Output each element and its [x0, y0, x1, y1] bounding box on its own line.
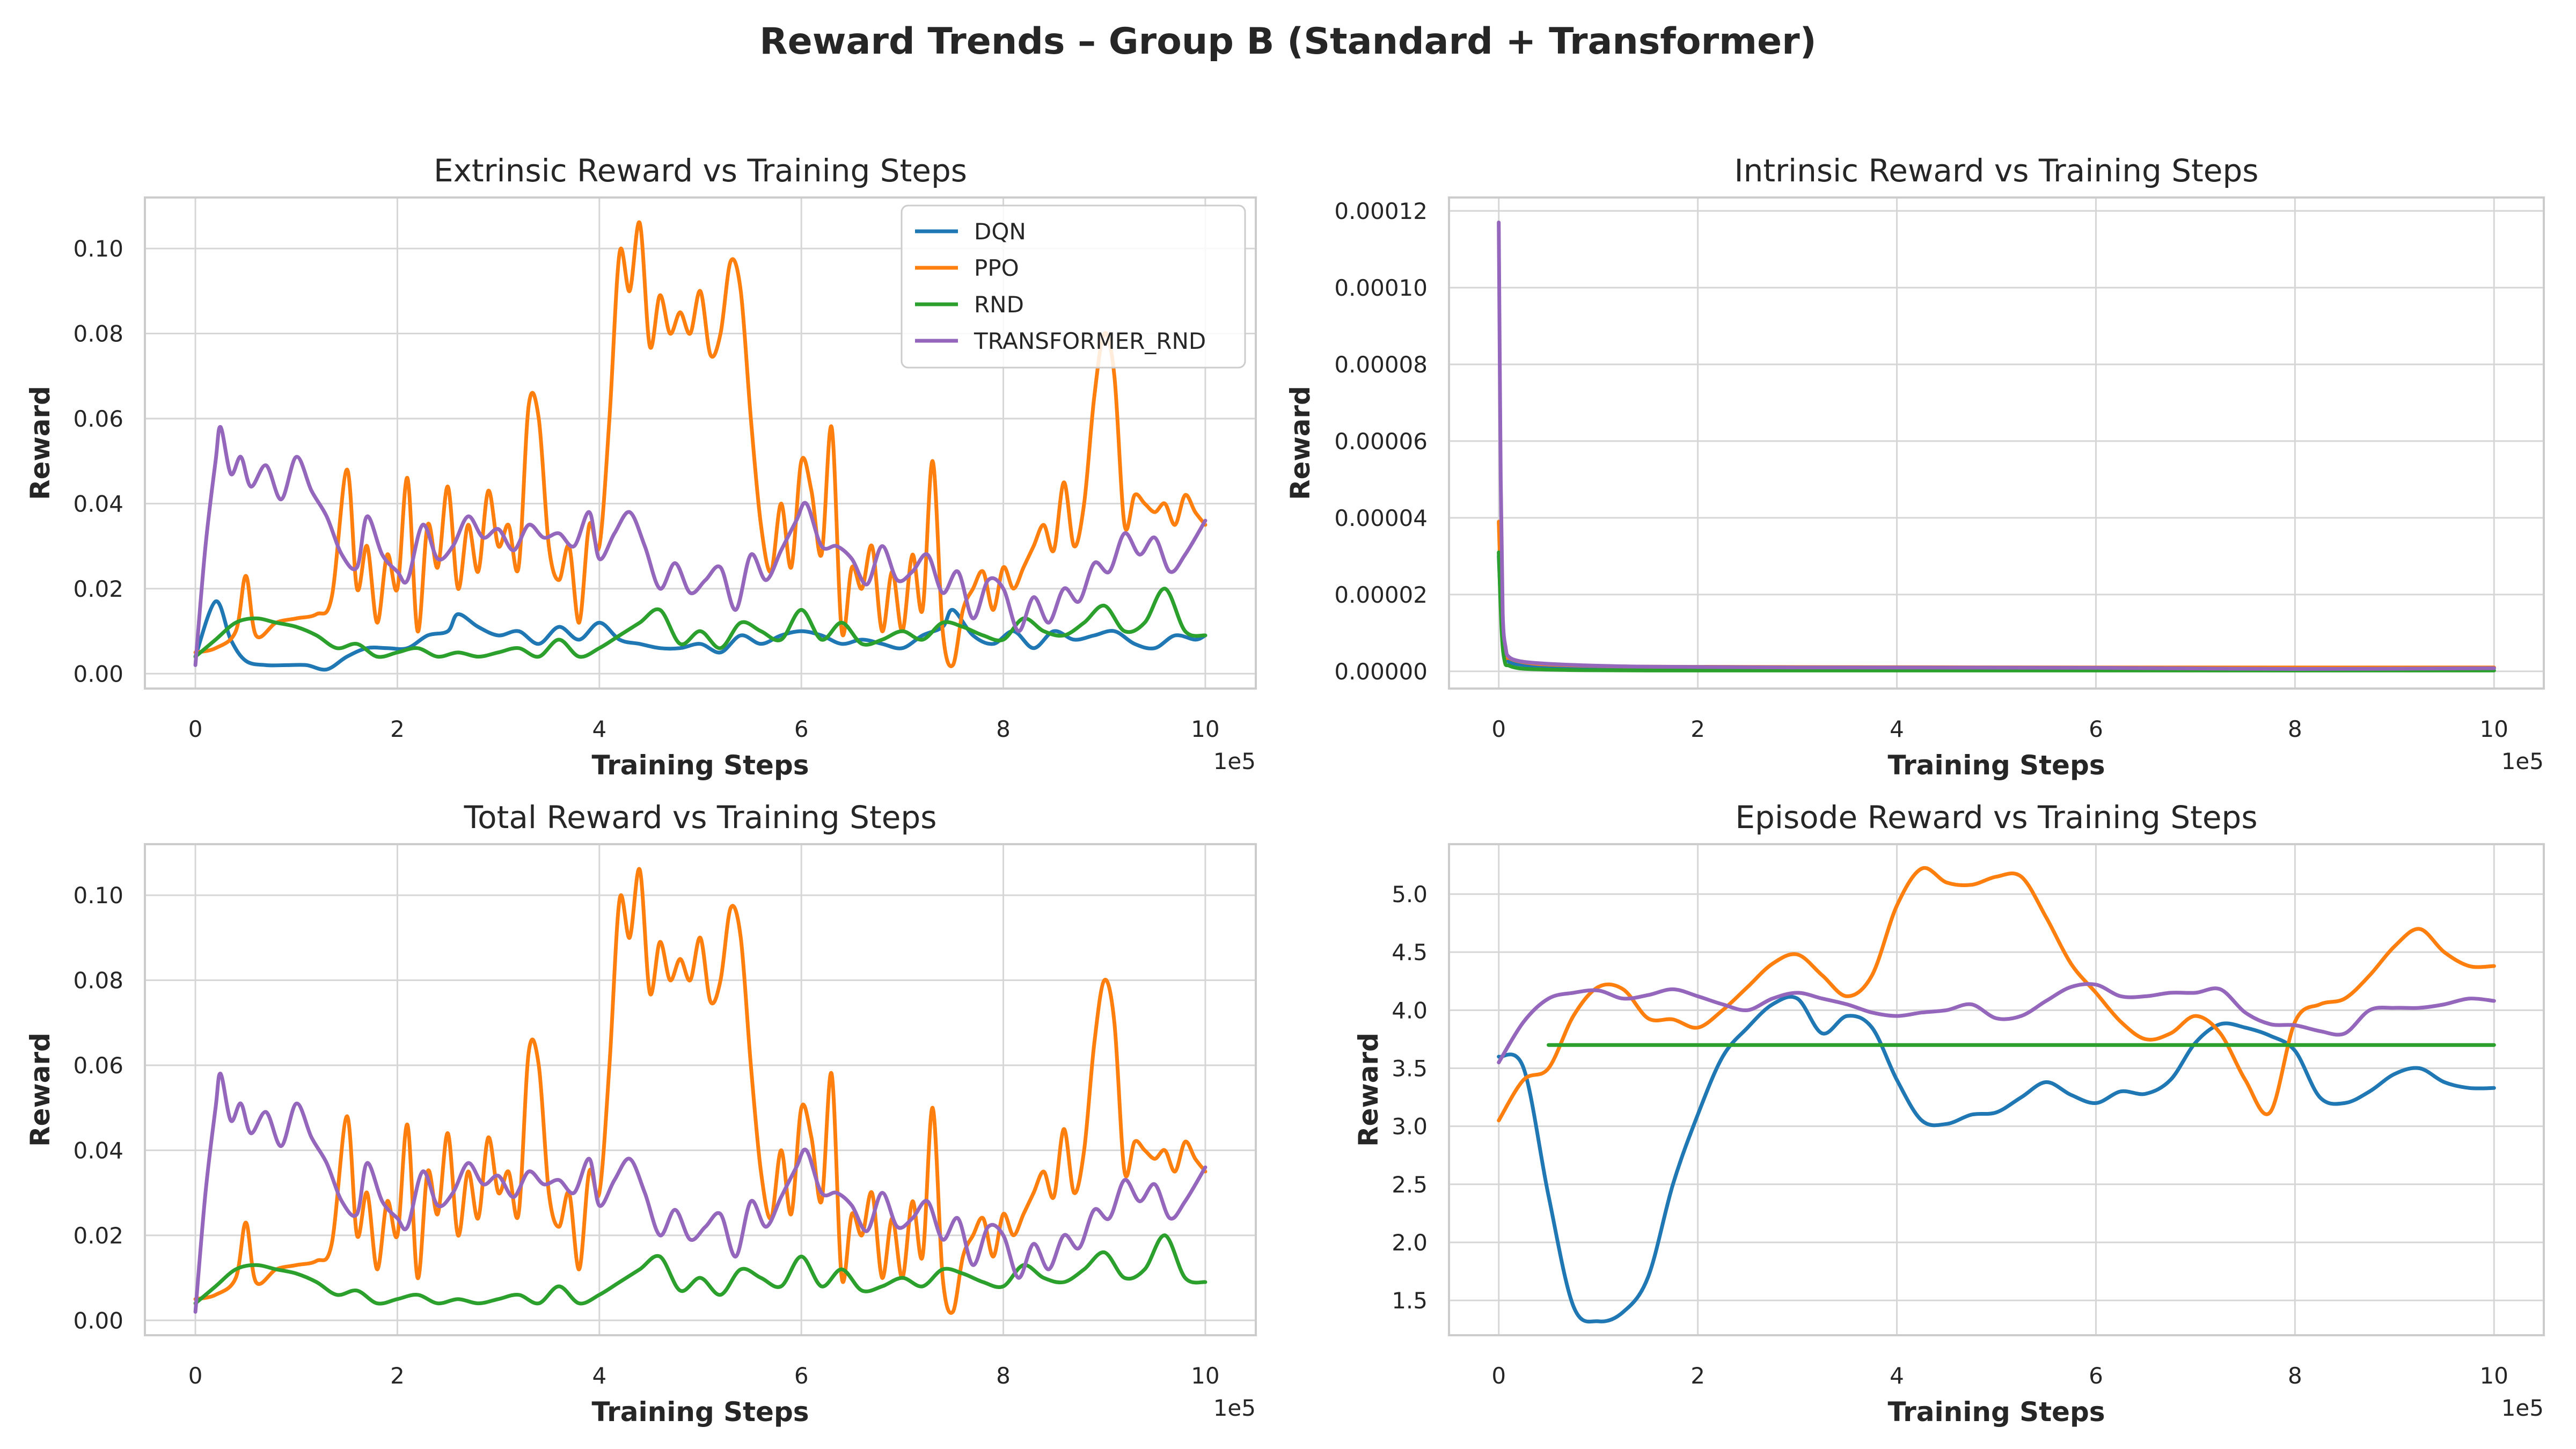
- series-line-transformer-rnd: [1497, 982, 2496, 1065]
- series-group: [1497, 866, 2496, 1324]
- x-axis-label: Training Steps: [1887, 1396, 2105, 1428]
- x-offset-label: 1e5: [2501, 748, 2544, 774]
- legend-label: PPO: [974, 255, 1019, 281]
- y-tick-label: 1.5: [1392, 1287, 1428, 1314]
- x-tick-label: 0: [1491, 1363, 1506, 1389]
- series-line-rnd: [193, 587, 1208, 659]
- series-line-transformer-rnd: [1497, 221, 2496, 671]
- axes-frame: [144, 196, 1257, 690]
- subplot-title: Intrinsic Reward vs Training Steps: [1735, 152, 2259, 189]
- y-tick-label: 0.00012: [1334, 198, 1428, 224]
- y-tick-label: 0.08: [73, 968, 123, 994]
- series-line-rnd: [193, 1233, 1208, 1306]
- y-tick-label: 5.0: [1392, 881, 1428, 908]
- x-tick-label: 6: [2089, 1363, 2103, 1389]
- x-axis-label: Training Steps: [1887, 750, 2105, 781]
- y-tick-label: 4.0: [1392, 997, 1428, 1023]
- x-tick-label: 2: [1690, 716, 1705, 742]
- axes-frame: [144, 843, 1257, 1336]
- series-line-ppo: [1497, 866, 2496, 1123]
- y-tick-label: 0.00: [73, 661, 123, 687]
- y-axis-label: Reward: [1285, 386, 1316, 500]
- subplot-intrinsic: 0 2 4 6 8 10 0.00000 0.00002 0.00004 0.00006 0.000…: [1285, 152, 2545, 781]
- y-tick-label: 0.02: [73, 1223, 123, 1249]
- y-tick-label: 0.08: [73, 321, 123, 347]
- subplot-total: 0 2 4 6 8 10 0.00 0.02 0.04 0.06 0.08 0.10 1e5 Traini…: [25, 799, 1257, 1428]
- figure-suptitle: Reward Trends – Group B (Standard + Tran…: [759, 20, 1816, 63]
- y-axis-label: Reward: [25, 386, 56, 500]
- x-tick-label: 4: [1890, 1363, 1904, 1389]
- y-tick-label: 0.06: [73, 406, 123, 432]
- y-tick-label: 0.00000: [1334, 658, 1428, 685]
- x-tick-label: 8: [2288, 1363, 2302, 1389]
- x-tick-label: 10: [1191, 716, 1219, 742]
- series-group: [193, 867, 1208, 1315]
- y-axis-label: Reward: [25, 1033, 56, 1147]
- subplot-title: Total Reward vs Training Steps: [464, 799, 937, 836]
- y-tick-label: 0.04: [73, 491, 123, 517]
- axes-frame: [1448, 843, 2545, 1336]
- y-tick-label: 0.02: [73, 576, 123, 602]
- x-tick-label: 2: [390, 716, 405, 742]
- x-tick-label: 8: [996, 716, 1011, 742]
- legend-label: DQN: [974, 218, 1026, 245]
- x-axis-label: Training Steps: [591, 750, 809, 781]
- series-line-ppo: [193, 220, 1208, 668]
- legend: DQN PPO RND TRANSFORMER_RND: [901, 204, 1246, 369]
- y-tick-label: 4.5: [1392, 939, 1428, 965]
- legend-label: TRANSFORMER_RND: [974, 328, 1206, 354]
- x-tick-label: 2: [390, 1363, 405, 1389]
- x-tick-label: 6: [2089, 716, 2103, 742]
- y-tick-label: 0.04: [73, 1137, 123, 1163]
- x-tick-label: 4: [592, 716, 606, 742]
- series-line-transformer-rnd: [193, 1072, 1208, 1314]
- y-tick-label: 2.0: [1392, 1230, 1428, 1256]
- x-axis-label: Training Steps: [591, 1396, 809, 1428]
- axes-frame: [1448, 196, 2545, 690]
- y-tick-label: 3.5: [1392, 1055, 1428, 1081]
- x-tick-label: 0: [188, 716, 203, 742]
- x-offset-label: 1e5: [2501, 1395, 2544, 1421]
- x-tick-label: 8: [996, 1363, 1011, 1389]
- x-tick-label: 6: [794, 1363, 809, 1389]
- y-tick-label: 0.00006: [1334, 428, 1428, 455]
- subplot-episode: 0 2 4 6 8 10 1.5 2.0 2.5 3.0 3.5 4.0 4.5 5.0 1e5 Traini…: [1353, 799, 2545, 1428]
- x-tick-label: 2: [1690, 1363, 1705, 1389]
- y-axis-label: Reward: [1353, 1033, 1384, 1147]
- x-offset-label: 1e5: [1213, 748, 1256, 774]
- x-tick-label: 10: [2480, 716, 2508, 742]
- x-tick-label: 6: [794, 716, 809, 742]
- y-tick-label: 2.5: [1392, 1172, 1428, 1198]
- y-tick-label: 0.00002: [1334, 582, 1428, 608]
- legend-label: RND: [974, 291, 1024, 318]
- subplot-title: Episode Reward vs Training Steps: [1735, 799, 2257, 836]
- series-line-transformer-rnd: [193, 425, 1208, 667]
- y-tick-label: 0.00004: [1334, 505, 1428, 531]
- x-tick-label: 8: [2288, 716, 2302, 742]
- y-tick-label: 0.00008: [1334, 352, 1428, 378]
- series-line-dqn: [1497, 994, 2496, 1324]
- subplot-title: Extrinsic Reward vs Training Steps: [434, 152, 967, 189]
- series-line-dqn: [193, 599, 1208, 672]
- y-tick-label: 0.00010: [1334, 275, 1428, 301]
- series-group: [193, 220, 1208, 672]
- x-tick-label: 10: [2480, 1363, 2508, 1389]
- legend-box: [901, 204, 1246, 369]
- x-tick-label: 0: [1491, 716, 1506, 742]
- y-tick-label: 0.10: [73, 882, 123, 909]
- subplot-extrinsic: 0 2 4 6 8 10 0.00 0.02 0.04 0.06 0.08 0.10 1e5 Traini…: [25, 152, 1257, 781]
- x-tick-label: 0: [188, 1363, 203, 1389]
- y-tick-label: 3.0: [1392, 1114, 1428, 1140]
- x-tick-label: 4: [592, 1363, 606, 1389]
- y-tick-label: 0.10: [73, 236, 123, 262]
- x-tick-label: 10: [1191, 1363, 1219, 1389]
- series-line-ppo: [193, 867, 1208, 1315]
- y-tick-label: 0.06: [73, 1052, 123, 1079]
- x-tick-label: 4: [1890, 716, 1904, 742]
- series-group: [1497, 221, 2496, 672]
- x-offset-label: 1e5: [1213, 1395, 1256, 1421]
- y-tick-label: 0.00: [73, 1307, 123, 1334]
